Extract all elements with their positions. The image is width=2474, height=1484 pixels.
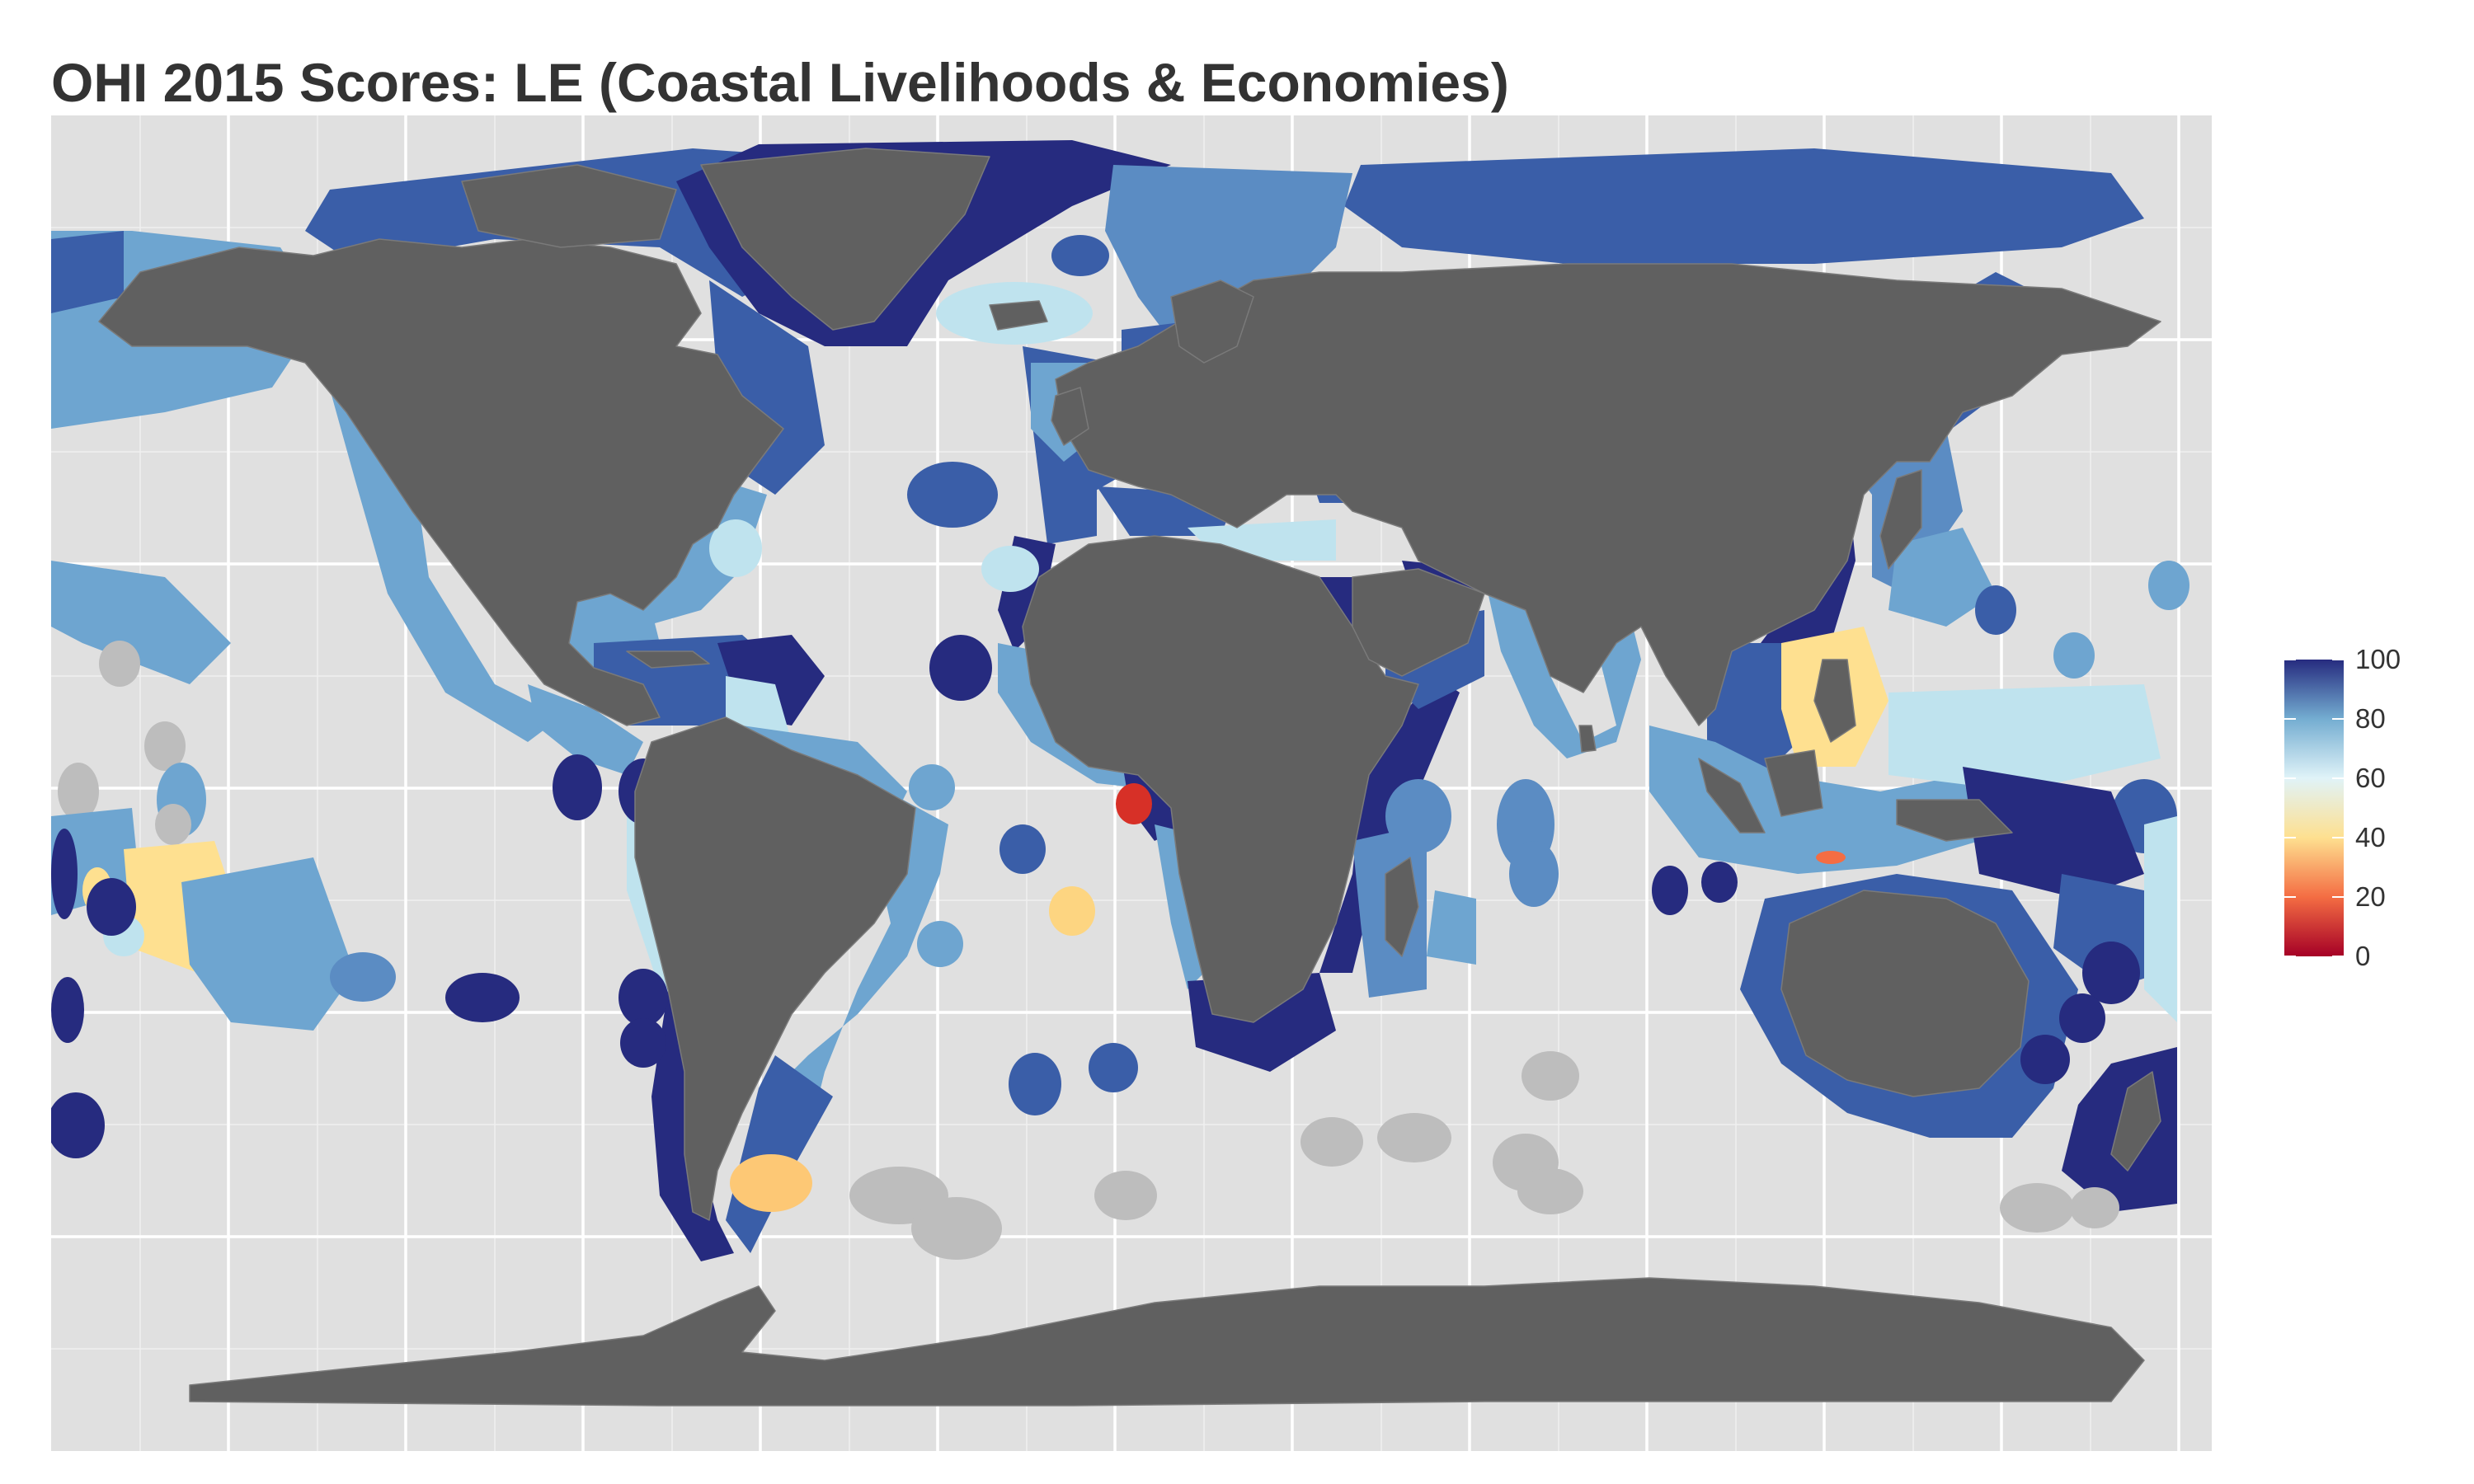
eez-guam (1975, 585, 2016, 635)
eez-alaska-west (51, 231, 124, 313)
eez-san-felix (620, 1018, 666, 1068)
land-arabia (1352, 568, 1485, 677)
eez-kermadec-tonga (2144, 816, 2177, 1022)
eez-fiji-left (51, 829, 78, 919)
eez-tonga-left (51, 977, 84, 1043)
eez-antipodes (2070, 1187, 2119, 1228)
eez-st-helena (1049, 886, 1095, 936)
land-cuba (626, 650, 710, 669)
eez-new-caledonia (2082, 942, 2140, 1004)
land-north-america (98, 238, 784, 726)
eez-india (1484, 577, 1641, 758)
eez-chagos (1509, 841, 1559, 907)
eez-norfolk (2020, 1035, 2070, 1084)
eez-prince-edward (1522, 1051, 1579, 1101)
eez-baker (58, 763, 99, 820)
eez-christmas-island (1652, 866, 1688, 915)
eez-arctic-russia (1344, 148, 2144, 264)
land-japan (1879, 469, 1922, 570)
eez-french-polynesia (181, 857, 355, 1031)
land-philippines (1813, 659, 1856, 743)
eez-amsterdam (1094, 1171, 1157, 1220)
land-borneo (1764, 749, 1823, 817)
eez-heard-south (1517, 1168, 1583, 1214)
land-madagascar (1385, 857, 1419, 957)
land-greenland (700, 148, 990, 331)
legend-tick-label: 100 (2355, 644, 2401, 674)
land-new-zealand (2110, 1071, 2161, 1172)
eez-cape-verde (929, 635, 992, 701)
eez-falklands (730, 1154, 812, 1212)
land-australia (1780, 890, 2030, 1097)
land-sumatra (1698, 758, 1766, 834)
eez-canary (981, 546, 1039, 592)
land-antarctica (189, 1277, 2145, 1407)
legend-tick-label: 80 (2355, 703, 2386, 734)
eez-timor (1816, 851, 1846, 864)
eez-bouvet (1089, 1043, 1138, 1092)
eez-jan-mayen (1051, 235, 1109, 276)
color-legend: 100 80 60 40 20 0 (2284, 644, 2401, 971)
eez-norwegian-sea (1105, 165, 1352, 363)
legend-tick-label: 40 (2355, 822, 2386, 852)
eez-bermuda (709, 519, 762, 577)
eez-kermadec-left (51, 1092, 105, 1158)
land-south-america (634, 716, 916, 1221)
eez-johnston (99, 641, 140, 687)
eez-pitcairn (330, 952, 396, 1002)
eez-tokelau (87, 878, 136, 936)
eez-micronesia (1888, 684, 2161, 791)
eez-clipperton (553, 754, 602, 820)
eez-south-sandwich (911, 1197, 1002, 1260)
legend-colorbar (2284, 660, 2344, 956)
land-sri-lanka (1578, 725, 1597, 753)
land-scandinavia (1170, 279, 1254, 364)
eez-easter-island (445, 973, 520, 1022)
eez-palmyra (144, 721, 186, 771)
legend-ticks: 100 80 60 40 20 0 (2284, 644, 2401, 971)
land-arctic-islands (461, 164, 677, 248)
land-new-guinea (1896, 799, 2013, 842)
eez-ascension (999, 824, 1046, 874)
eez-northwest-pacific (1888, 528, 1996, 627)
legend-tick-label: 0 (2355, 941, 2370, 971)
eez-crozet (1300, 1117, 1363, 1167)
eez-macquarie (2000, 1183, 2074, 1233)
eez-seychelles (1385, 779, 1451, 853)
eez-southwest-africa (1155, 824, 1204, 989)
legend-tick-label: 60 (2355, 763, 2386, 793)
eez-iberia (1039, 478, 1097, 544)
eez-trindade (917, 921, 963, 967)
eez-central-america-pacific (528, 684, 643, 775)
legend-tick-label: 20 (2355, 881, 2386, 912)
eez-jarvis (155, 804, 191, 845)
land-africa (1022, 535, 1419, 1023)
eez-fernando-noronha (909, 764, 955, 810)
page-title: OHI 2015 Scores: LE (Coastal Livelihoods… (51, 52, 1509, 113)
eez-juan-fernandez (618, 969, 668, 1026)
eez-wake (2053, 632, 2095, 679)
eez-kerguelen (1377, 1113, 1451, 1162)
eez-cocos (1701, 862, 1738, 903)
eez-mascarene (1427, 890, 1476, 965)
eez-azores (907, 462, 998, 528)
eez-hawaii (51, 561, 231, 684)
eez-papua-solomons (1963, 767, 2144, 899)
land-europe-asia (1055, 263, 2161, 726)
land-iceland (989, 300, 1048, 331)
eez-sao-tome (1116, 783, 1152, 824)
land-uk (1051, 387, 1089, 446)
eez-lord-howe (2059, 993, 2105, 1043)
eez-hawaii-east (2148, 561, 2189, 610)
eez-tristan (1009, 1053, 1061, 1115)
land-masses (98, 148, 2161, 1407)
